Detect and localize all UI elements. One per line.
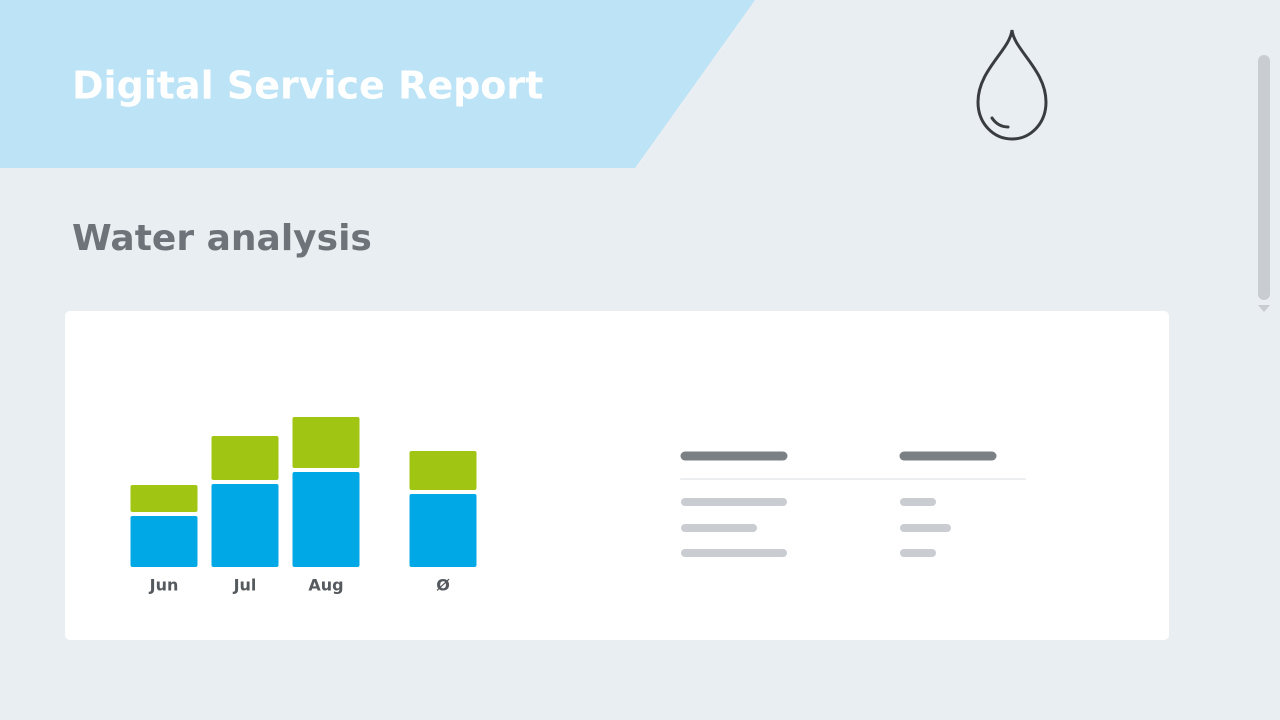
table-placeholder (680, 451, 1026, 557)
header-banner (0, 0, 755, 168)
x-label: Aug (308, 576, 343, 595)
scroll-arrow[interactable] (1258, 305, 1270, 312)
bar-segment (292, 472, 360, 567)
bar-segment (130, 516, 198, 567)
header-title: Digital Service Report (72, 64, 543, 108)
x-label: Ø (436, 576, 450, 595)
chart: Jun Jul Aug Ø (130, 417, 477, 595)
bar-segment (409, 451, 477, 490)
x-label: Jul (233, 576, 257, 595)
bar-segment (292, 417, 360, 468)
drop-icon (976, 29, 1048, 141)
x-label: Jun (149, 576, 179, 595)
bar-segment (211, 484, 279, 567)
scrollbar[interactable] (1258, 55, 1270, 300)
bar-segment (130, 485, 198, 512)
bar-segment (211, 436, 279, 480)
bar-segment (409, 494, 477, 567)
section-title: Water analysis (72, 218, 372, 259)
